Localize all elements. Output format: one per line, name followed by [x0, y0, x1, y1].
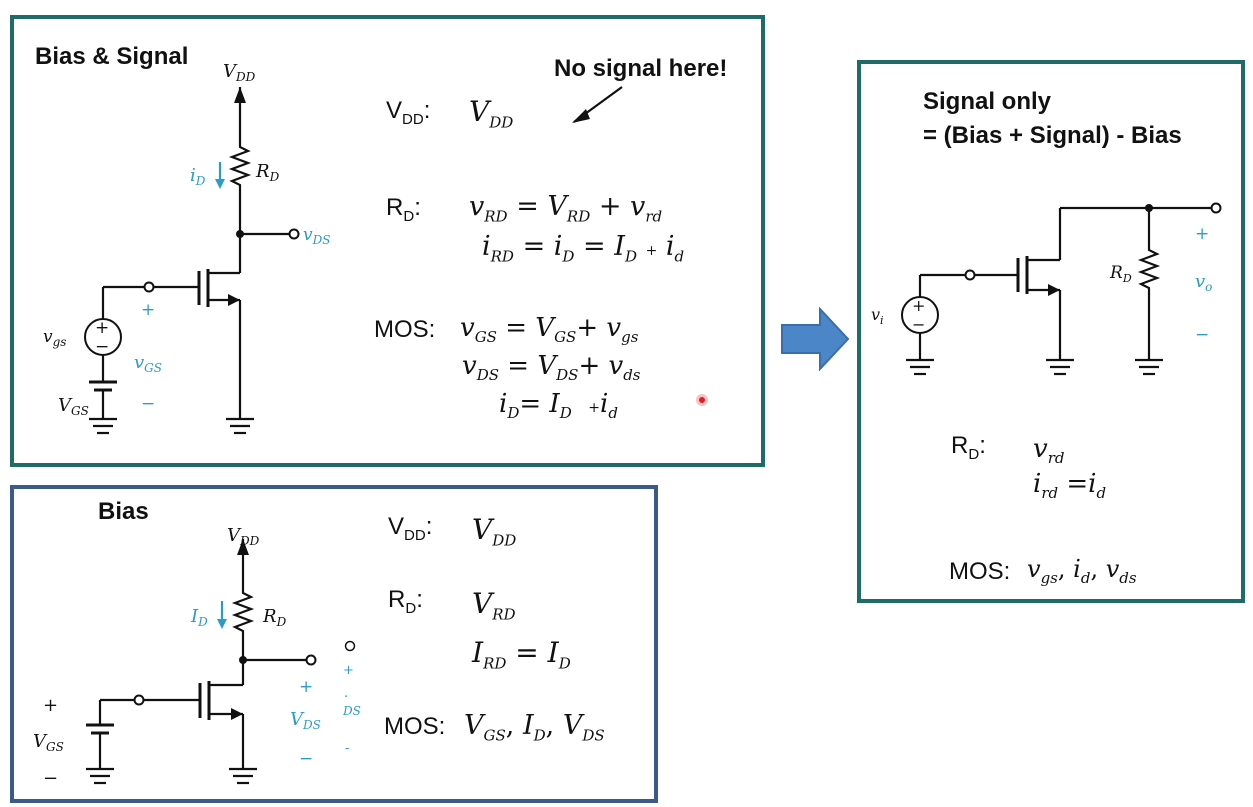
vgs-label: V	[33, 731, 48, 752]
rd-label: R	[255, 161, 270, 182]
vo-terminal	[1210, 202, 1222, 214]
svg-text:vi: vi	[871, 305, 884, 327]
vdd-label: V	[223, 61, 238, 82]
vdd-arrow	[237, 539, 249, 555]
gate-terminal	[143, 281, 155, 293]
mos-eq: VGS, ID, VDS	[464, 710, 605, 745]
svg-text:vDS: vDS	[303, 225, 330, 247]
svg-text:RD: RD	[262, 606, 287, 629]
rd-eq-1: vrd	[1033, 434, 1065, 468]
vds-minus: −	[299, 749, 313, 769]
ghost-ds: DS	[342, 704, 361, 718]
id-label: I	[190, 606, 199, 627]
source-plus: +	[912, 296, 925, 315]
rd-eq-2: IRD = ID	[472, 636, 571, 673]
svg-text:vGS: vGS	[134, 352, 162, 375]
vgs-plus: +	[43, 695, 58, 716]
circuit-bias-signal: VDD RD iD vDS vgs + − + vGS − VGS	[43, 61, 708, 435]
rd-row-label: RD:	[951, 432, 986, 463]
mos-eq-3: iD= ID +id	[499, 389, 618, 423]
vo-label: v	[1195, 271, 1205, 292]
mos-eq: vgs, id, vds	[1027, 555, 1137, 587]
mos-source-arrow	[1048, 284, 1060, 296]
resistor-rd	[231, 589, 255, 635]
rd-label: R	[262, 606, 277, 627]
vds-label: v	[303, 225, 313, 245]
mos-row-label: MOS:	[374, 316, 436, 343]
source-minus: −	[95, 337, 109, 357]
mos-source-arrow	[231, 708, 243, 720]
id-label: i	[190, 165, 196, 186]
panel-title: Signal only	[923, 88, 1052, 115]
panel-bias-signal: Bias & Signal No signal here!	[10, 15, 765, 467]
vo-plus: +	[1195, 224, 1209, 244]
panel-bias: Bias VDD RD ID	[10, 485, 658, 803]
note-arrow-head	[572, 109, 590, 123]
mos-row-label: MOS:	[384, 713, 446, 740]
mos-row-label: MOS:	[949, 558, 1011, 585]
ghost-terminal	[344, 640, 356, 652]
source-minus: −	[912, 315, 925, 334]
vdd-row-label: VDD:	[388, 513, 433, 544]
vgs-label: v	[134, 352, 144, 373]
rd-eq-2: ird =id	[1033, 469, 1107, 503]
vdd-row-eq: VDD	[472, 513, 517, 550]
vgs-src-label: v	[43, 327, 53, 347]
vds-terminal	[305, 654, 317, 666]
ghost-plus: +	[343, 663, 354, 678]
svg-text:ID: ID	[190, 606, 208, 629]
vdd-arrow	[234, 87, 246, 103]
id-arrow-head	[215, 179, 225, 189]
vo-minus: −	[1195, 325, 1209, 345]
svg-text:VDS: VDS	[290, 709, 321, 732]
gate-terminal	[133, 694, 145, 706]
ghost-minus: -	[345, 741, 349, 756]
svg-text:vo: vo	[1195, 271, 1212, 294]
panel-signal-only: Signal only = (Bias + Signal) - Bias	[857, 60, 1245, 603]
gate-terminal	[964, 269, 976, 281]
flow-arrow	[781, 306, 850, 372]
rd-eq-2: iRD = iD = ID + id	[482, 231, 685, 266]
svg-text:VGS: VGS	[58, 395, 89, 418]
rd-row-label: RD:	[386, 194, 421, 225]
VGS-label: V	[58, 395, 73, 416]
resistor-rd	[228, 144, 252, 189]
panel-subtitle: = (Bias + Signal) - Bias	[923, 122, 1182, 149]
vds-terminal	[288, 228, 300, 240]
vgs-plus: +	[141, 300, 155, 320]
svg-text:VDD: VDD	[227, 525, 260, 548]
no-signal-note: No signal here!	[554, 55, 728, 82]
panel-title: Bias	[98, 498, 149, 525]
vgs-minus: −	[43, 768, 58, 789]
id-arrow-head	[217, 619, 227, 629]
svg-text:vgs: vgs	[43, 327, 66, 349]
mos-eq-1: vGS = VGS+ vgs	[460, 313, 639, 347]
vdd-row-label: VDD:	[386, 97, 431, 128]
pointer-dot	[699, 397, 705, 403]
svg-text:RD: RD	[1109, 263, 1132, 285]
svg-text:iD: iD	[190, 165, 206, 188]
svg-text:RD: RD	[255, 161, 280, 184]
vgs-minus: −	[141, 394, 155, 414]
rd-eq-1: vRD = VRD + vrd	[469, 191, 663, 226]
mos-source-arrow	[228, 294, 240, 306]
source-plus: +	[95, 318, 109, 338]
vds-plus: +	[299, 677, 313, 697]
resistor-rd	[1137, 246, 1161, 292]
mos-eq-2: vDS = VDS+ vds	[462, 351, 641, 385]
ghost-dot: .	[344, 686, 348, 701]
svg-text:VDD: VDD	[223, 61, 256, 84]
circuit-signal: + − vi RD + vo −	[871, 202, 1222, 376]
rd-eq-1: VRD	[472, 587, 516, 624]
circuit-bias: VDD RD ID + VGS − + VDS − + . DS -	[33, 525, 361, 789]
panel-title: Bias & Signal	[35, 43, 189, 70]
vi-label: v	[871, 305, 880, 324]
svg-text:VGS: VGS	[33, 731, 64, 754]
vdd-label: V	[227, 525, 242, 546]
vds-label: V	[290, 709, 305, 730]
vdd-row-eq: VDD	[469, 95, 514, 132]
rd-row-label: RD:	[388, 586, 423, 617]
rd-label: R	[1109, 263, 1123, 283]
